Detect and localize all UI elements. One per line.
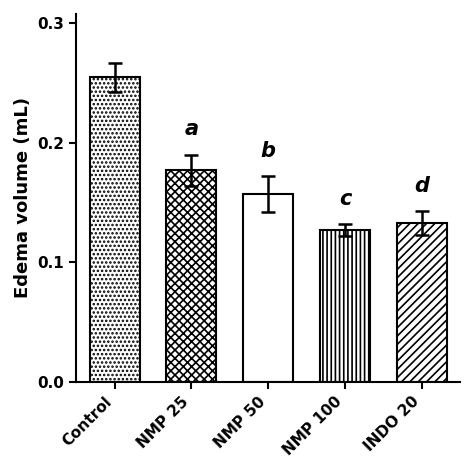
Bar [243,194,293,382]
Text: d: d [414,176,429,195]
Text: b: b [261,141,276,161]
Bar [166,170,216,382]
Bar [90,77,139,382]
Bar [397,223,447,382]
Text: a: a [184,119,199,139]
Text: c: c [339,189,351,209]
Bar [320,230,370,382]
Y-axis label: Edema volume (mL): Edema volume (mL) [14,97,32,298]
